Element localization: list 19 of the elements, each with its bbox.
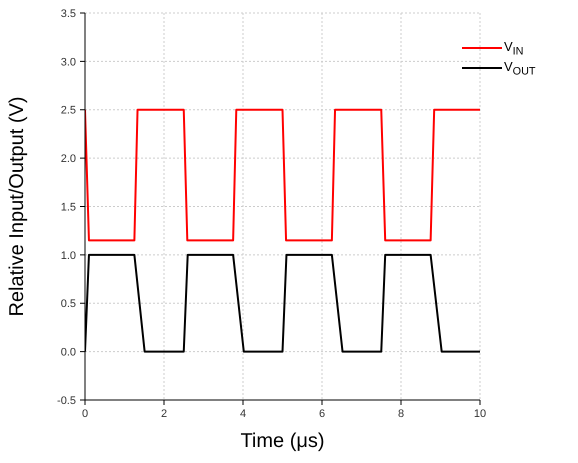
y-tick-label: 1.0 — [60, 250, 76, 262]
y-tick-label: 2.5 — [60, 104, 76, 117]
x-tick-label: 0 — [82, 408, 88, 420]
x-tick-label: 6 — [318, 408, 326, 420]
y-tick-label: 0.0 — [60, 346, 76, 359]
x-tick-label: 4 — [240, 408, 246, 420]
y-tick-label: 3.0 — [60, 56, 76, 68]
x-axis-title: Time (μs) — [240, 430, 325, 452]
legend-label: V$_{IN}$ — [504, 38, 524, 58]
y-tick-label: 0.5 — [60, 298, 76, 310]
y-tick-label: -0.5 — [57, 394, 76, 407]
y-tick-label: 1.5 — [60, 201, 76, 214]
y-tick-label: 3.5 — [60, 8, 76, 20]
x-tick-label: 8 — [398, 408, 404, 420]
x-tick-label: 2 — [160, 408, 168, 420]
y-tick-label: 2.0 — [60, 153, 76, 166]
x-tick-label: 10 — [474, 408, 486, 420]
legend-label: V$_{OUT}$ — [504, 58, 536, 78]
y-axis-title: Relative Input/Output (V) — [6, 96, 28, 317]
